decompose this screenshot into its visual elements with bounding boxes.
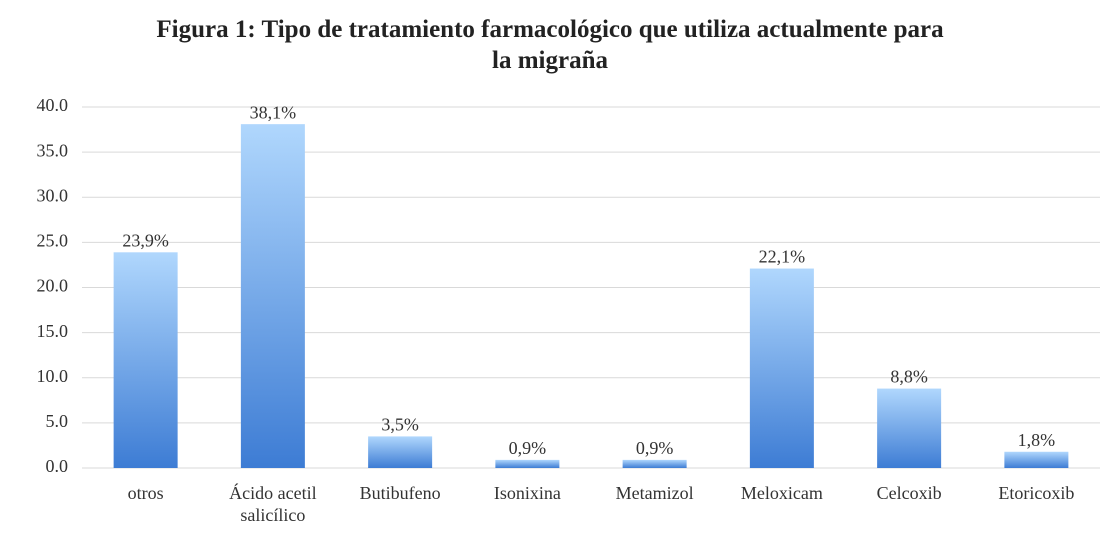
y-tick-label: 30.0 <box>37 185 69 205</box>
bar <box>1004 451 1069 468</box>
data-label: 23,9% <box>122 230 169 250</box>
data-label: 8,8% <box>890 367 928 387</box>
y-tick-label: 0.0 <box>46 456 69 476</box>
y-tick-label: 25.0 <box>37 231 69 251</box>
x-tick-label: Meloxicam <box>740 483 823 503</box>
x-tick-label: Ácido acetil salicílico <box>229 483 317 525</box>
y-tick-label: 15.0 <box>37 321 69 341</box>
y-tick-label: 35.0 <box>37 140 69 160</box>
data-label: 1,8% <box>1018 430 1056 450</box>
x-tick-label: otros <box>127 483 164 503</box>
x-tick-label: Etoricoxib <box>998 483 1075 503</box>
y-tick-label: 40.0 <box>37 95 69 115</box>
data-label: 22,1% <box>759 247 806 267</box>
x-tick-label: Butibufeno <box>359 483 441 503</box>
bar <box>113 252 178 468</box>
bar <box>749 268 814 468</box>
y-tick-label: 10.0 <box>37 366 69 386</box>
x-tick-label: Celcoxib <box>876 483 942 503</box>
bar <box>622 459 687 468</box>
y-tick-label: 5.0 <box>46 411 69 431</box>
bar <box>368 436 433 468</box>
y-tick-label: 20.0 <box>37 276 69 296</box>
data-label: 3,5% <box>381 415 419 435</box>
data-label: 0,9% <box>636 438 674 458</box>
bar <box>877 388 942 468</box>
data-label: 38,1% <box>250 102 297 122</box>
data-label: 0,9% <box>509 438 547 458</box>
x-tick-label: Metamizol <box>615 483 694 503</box>
bar <box>495 459 560 468</box>
x-tick-label: Isonixina <box>493 483 561 503</box>
chart-title: Figura 1: Tipo de tratamiento farmacológ… <box>156 16 944 74</box>
bar <box>240 124 305 469</box>
